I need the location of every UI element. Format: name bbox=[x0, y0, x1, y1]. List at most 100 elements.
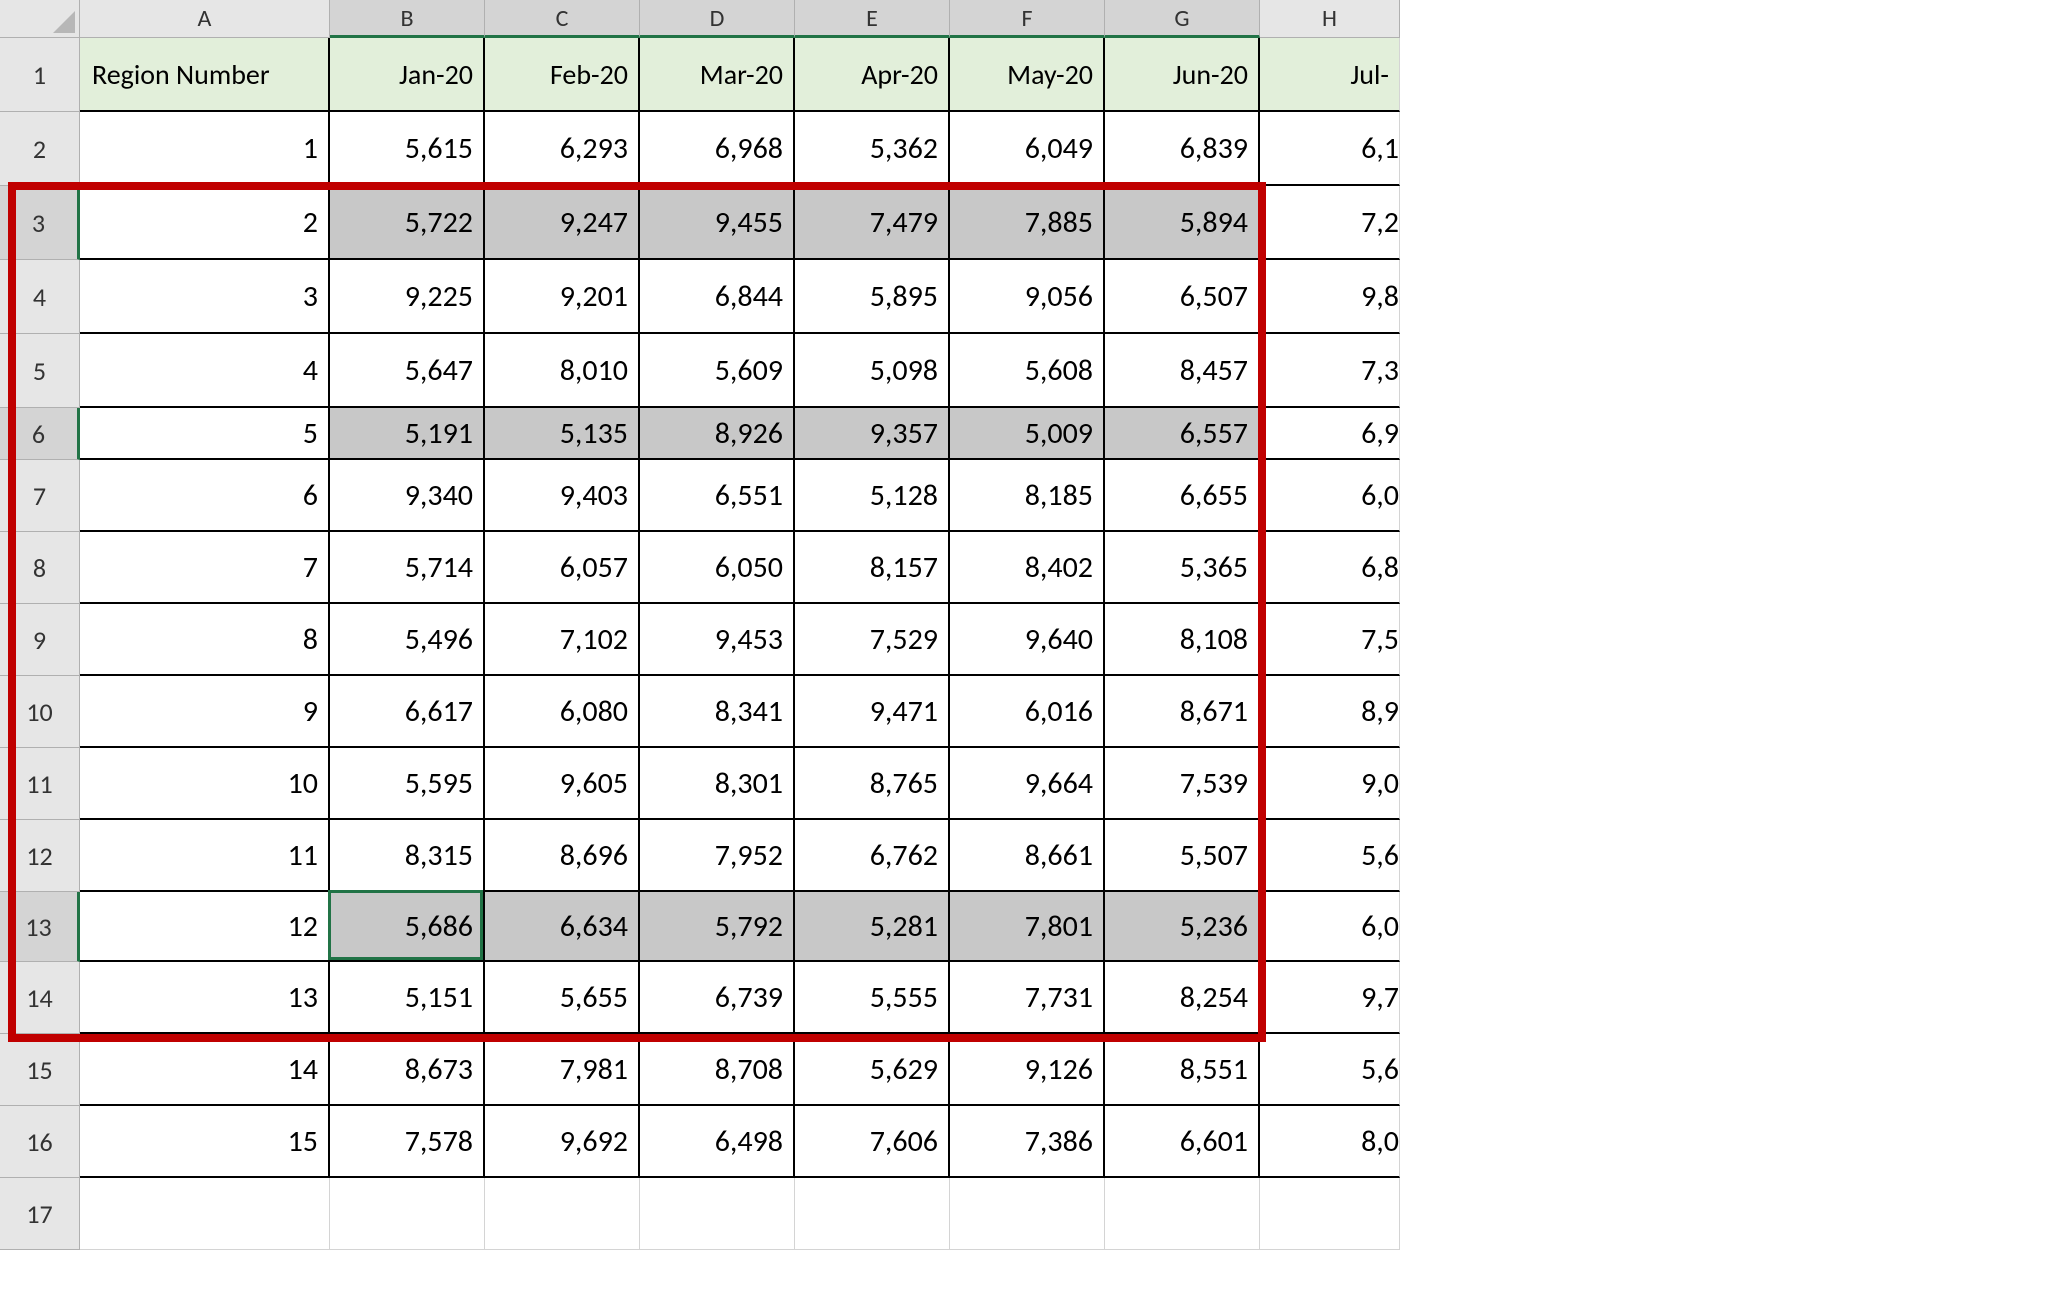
column-header-C[interactable]: C bbox=[485, 0, 640, 38]
cell-value[interactable]: 6,1 bbox=[1260, 112, 1400, 186]
row-header-14[interactable]: 14 bbox=[0, 962, 80, 1034]
cell-region-number[interactable]: 6 bbox=[80, 460, 330, 532]
cell-value[interactable]: 7,885 bbox=[950, 186, 1105, 260]
cell-value[interactable]: 5,629 bbox=[795, 1034, 950, 1106]
column-header-E[interactable]: E bbox=[795, 0, 950, 38]
cell-value[interactable]: 5,281 bbox=[795, 892, 950, 962]
cell-value[interactable]: 8,301 bbox=[640, 748, 795, 820]
cell-value[interactable]: 5,6 bbox=[1260, 820, 1400, 892]
cell-value[interactable]: 7,479 bbox=[795, 186, 950, 260]
cell-value[interactable]: 7,801 bbox=[950, 892, 1105, 962]
row-header-5[interactable]: 5 bbox=[0, 334, 80, 408]
cell-value[interactable]: 9,640 bbox=[950, 604, 1105, 676]
cell-value[interactable]: 5,686 bbox=[330, 892, 485, 962]
cell-value[interactable]: 6,498 bbox=[640, 1106, 795, 1178]
cell-value[interactable]: 9,664 bbox=[950, 748, 1105, 820]
cell-value[interactable]: 5,135 bbox=[485, 408, 640, 460]
cell-value[interactable]: 6,839 bbox=[1105, 112, 1260, 186]
cell-value[interactable]: 8,185 bbox=[950, 460, 1105, 532]
cell-value[interactable]: 5,722 bbox=[330, 186, 485, 260]
cell-value[interactable]: 6,9 bbox=[1260, 408, 1400, 460]
cell-value[interactable]: 9,7 bbox=[1260, 962, 1400, 1034]
cell-value[interactable]: 6,968 bbox=[640, 112, 795, 186]
cell-value[interactable]: 9,201 bbox=[485, 260, 640, 334]
header-cell-month[interactable]: Jul- bbox=[1260, 38, 1400, 112]
cell-value[interactable]: 8,661 bbox=[950, 820, 1105, 892]
cell-value[interactable]: 5,362 bbox=[795, 112, 950, 186]
cell-region-number[interactable]: 3 bbox=[80, 260, 330, 334]
cell-value[interactable]: 6,050 bbox=[640, 532, 795, 604]
cell-value[interactable]: 5,009 bbox=[950, 408, 1105, 460]
cell-value[interactable]: 5,609 bbox=[640, 334, 795, 408]
cell-empty[interactable] bbox=[80, 1178, 330, 1250]
cell-value[interactable]: 5,6 bbox=[1260, 1034, 1400, 1106]
cell-region-number[interactable]: 10 bbox=[80, 748, 330, 820]
cell-region-number[interactable]: 15 bbox=[80, 1106, 330, 1178]
row-header-15[interactable]: 15 bbox=[0, 1034, 80, 1106]
row-header-9[interactable]: 9 bbox=[0, 604, 80, 676]
cell-value[interactable]: 6,601 bbox=[1105, 1106, 1260, 1178]
cell-region-number[interactable]: 7 bbox=[80, 532, 330, 604]
row-header-13[interactable]: 13 bbox=[0, 892, 80, 962]
cell-value[interactable]: 5,496 bbox=[330, 604, 485, 676]
header-cell-month[interactable]: Feb-20 bbox=[485, 38, 640, 112]
row-header-17[interactable]: 17 bbox=[0, 1178, 80, 1250]
header-cell-month[interactable]: Jun-20 bbox=[1105, 38, 1260, 112]
cell-value[interactable]: 5,098 bbox=[795, 334, 950, 408]
cell-value[interactable]: 8,010 bbox=[485, 334, 640, 408]
cell-value[interactable]: 8,457 bbox=[1105, 334, 1260, 408]
row-header-7[interactable]: 7 bbox=[0, 460, 80, 532]
cell-value[interactable]: 8,402 bbox=[950, 532, 1105, 604]
cell-value[interactable]: 5,792 bbox=[640, 892, 795, 962]
cell-value[interactable]: 9,471 bbox=[795, 676, 950, 748]
cell-value[interactable]: 5,365 bbox=[1105, 532, 1260, 604]
row-header-12[interactable]: 12 bbox=[0, 820, 80, 892]
cell-region-number[interactable]: 12 bbox=[80, 892, 330, 962]
cell-value[interactable]: 7,539 bbox=[1105, 748, 1260, 820]
cell-empty[interactable] bbox=[640, 1178, 795, 1250]
cell-value[interactable]: 6,0 bbox=[1260, 892, 1400, 962]
cell-value[interactable]: 5,655 bbox=[485, 962, 640, 1034]
column-header-B[interactable]: B bbox=[330, 0, 485, 38]
cell-value[interactable]: 8,671 bbox=[1105, 676, 1260, 748]
column-header-G[interactable]: G bbox=[1105, 0, 1260, 38]
cell-value[interactable]: 8,765 bbox=[795, 748, 950, 820]
cell-value[interactable]: 9,692 bbox=[485, 1106, 640, 1178]
cell-value[interactable]: 7,386 bbox=[950, 1106, 1105, 1178]
cell-value[interactable]: 9,357 bbox=[795, 408, 950, 460]
cell-value[interactable]: 7,606 bbox=[795, 1106, 950, 1178]
cell-value[interactable]: 5,608 bbox=[950, 334, 1105, 408]
cell-value[interactable]: 7,981 bbox=[485, 1034, 640, 1106]
cell-value[interactable]: 8,696 bbox=[485, 820, 640, 892]
cell-value[interactable]: 9,340 bbox=[330, 460, 485, 532]
cell-value[interactable]: 6,551 bbox=[640, 460, 795, 532]
cell-value[interactable]: 5,507 bbox=[1105, 820, 1260, 892]
cell-value[interactable]: 7,731 bbox=[950, 962, 1105, 1034]
row-header-8[interactable]: 8 bbox=[0, 532, 80, 604]
cell-value[interactable]: 9,453 bbox=[640, 604, 795, 676]
cell-value[interactable]: 6,557 bbox=[1105, 408, 1260, 460]
cell-value[interactable]: 8,315 bbox=[330, 820, 485, 892]
cell-value[interactable]: 9,0 bbox=[1260, 748, 1400, 820]
cell-value[interactable]: 5,894 bbox=[1105, 186, 1260, 260]
cell-value[interactable]: 7,2 bbox=[1260, 186, 1400, 260]
cell-value[interactable]: 9,605 bbox=[485, 748, 640, 820]
cell-region-number[interactable]: 8 bbox=[80, 604, 330, 676]
cell-value[interactable]: 6,0 bbox=[1260, 460, 1400, 532]
cell-value[interactable]: 6,762 bbox=[795, 820, 950, 892]
cell-region-number[interactable]: 4 bbox=[80, 334, 330, 408]
cell-value[interactable]: 8,708 bbox=[640, 1034, 795, 1106]
column-header-F[interactable]: F bbox=[950, 0, 1105, 38]
cell-value[interactable]: 9,225 bbox=[330, 260, 485, 334]
cell-region-number[interactable]: 5 bbox=[80, 408, 330, 460]
cell-value[interactable]: 5,191 bbox=[330, 408, 485, 460]
header-cell-month[interactable]: Apr-20 bbox=[795, 38, 950, 112]
cell-value[interactable]: 6,655 bbox=[1105, 460, 1260, 532]
cell-region-number[interactable]: 1 bbox=[80, 112, 330, 186]
cell-empty[interactable] bbox=[1105, 1178, 1260, 1250]
header-cell-month[interactable]: May-20 bbox=[950, 38, 1105, 112]
cell-value[interactable]: 9,403 bbox=[485, 460, 640, 532]
cell-empty[interactable] bbox=[795, 1178, 950, 1250]
row-header-3[interactable]: 3 bbox=[0, 186, 80, 260]
cell-value[interactable]: 6,016 bbox=[950, 676, 1105, 748]
